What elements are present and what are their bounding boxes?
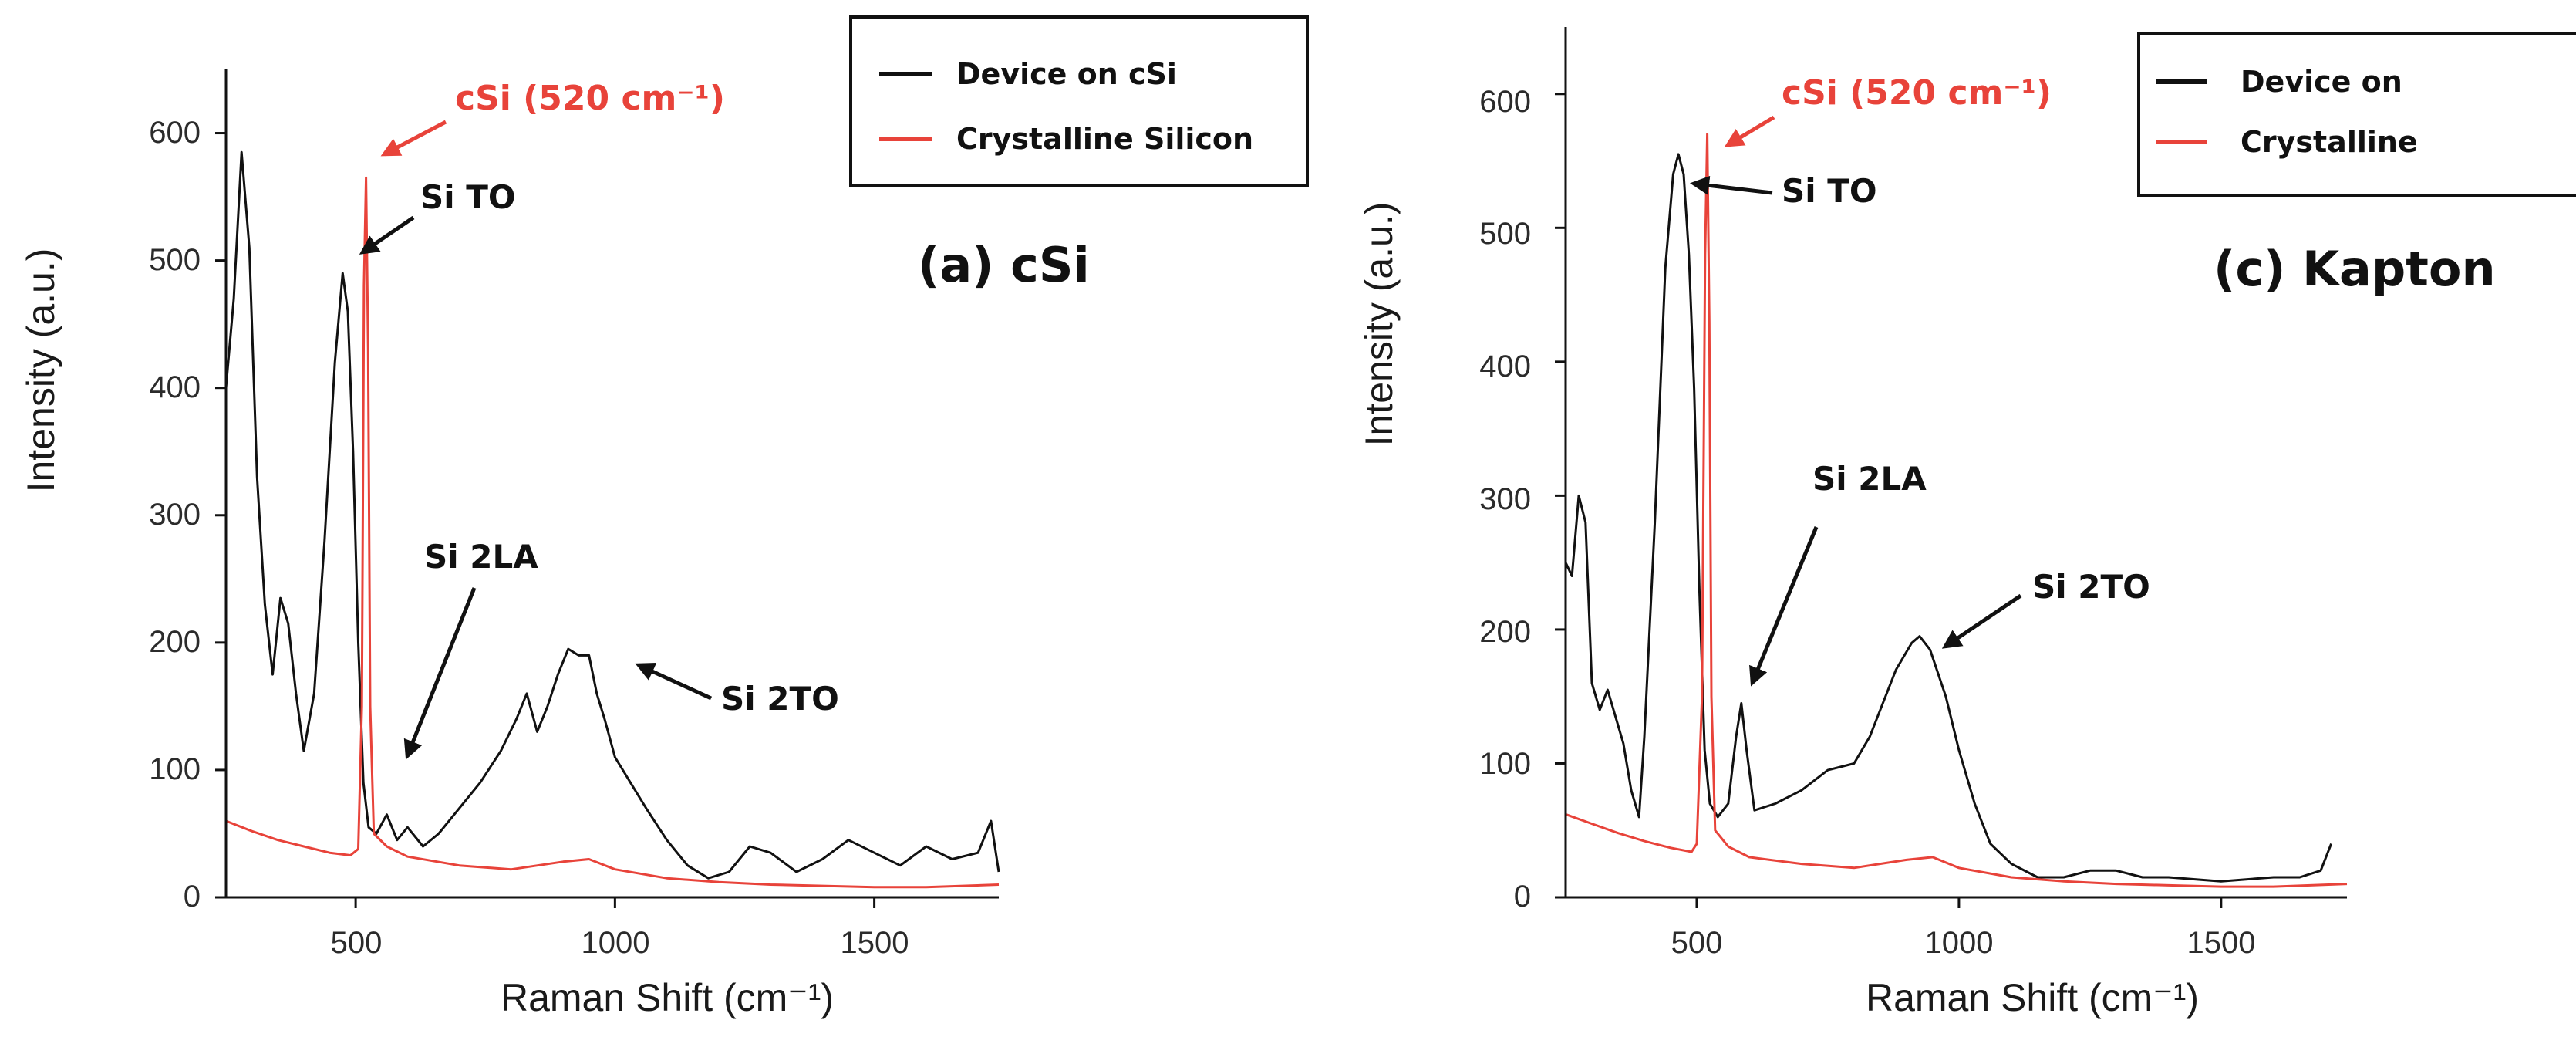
panel-a-series-line-device [224, 150, 1000, 880]
panel-c-annotation-si-2la: Si 2LA [1812, 460, 1927, 498]
panel-a-ytick-label: 0 [184, 880, 201, 914]
panel-a-annotation-si-2la: Si 2LA [424, 538, 538, 576]
panel-a-ylabel: Intensity (a.u.) [19, 248, 62, 493]
panel-a-annotation-csi: cSi (520 cm⁻¹) [455, 79, 725, 118]
panel-c-annotation-si-to: Si TO [1782, 172, 1877, 210]
panel-c-ticks [1555, 93, 2223, 908]
panel-a-ytick-label: 500 [149, 243, 201, 277]
panel-c-annotation-si-2to: Si 2TO [2032, 568, 2150, 606]
panel-c-annotation-csi: cSi (520 cm⁻¹) [1782, 73, 2052, 113]
panel-c-arrow-si-2to [1941, 593, 2022, 649]
panel-a-ytick-label: 100 [149, 752, 201, 786]
panel-c-ytick-label: 200 [1479, 615, 1531, 649]
panel-c-ytick-label: 100 [1479, 747, 1531, 781]
panel-a-xtick-label: 500 [331, 926, 383, 960]
panel-c-ytick-label: 300 [1479, 482, 1531, 516]
panel-c-xlabel: Raman Shift (cm⁻¹) [1866, 976, 2199, 1019]
panel-a-title: (a) cSi [918, 237, 1090, 293]
panel-c-ylabel: Intensity (a.u.) [1357, 202, 1401, 447]
panel-c-legend-label-device: Device on [2241, 65, 2402, 99]
panel-a-series-line-crystalline [225, 176, 1000, 889]
panel-a-xtick-label: 1000 [582, 926, 650, 960]
panel-a-ticks [215, 132, 876, 908]
panel-c-xtick-label: 500 [1671, 926, 1723, 960]
panel-a-arrow-si-2la [403, 587, 477, 760]
panel-a-arrow-csi [380, 120, 447, 157]
panel-c-series-line-device [1564, 153, 2332, 883]
panel-c-ytick-label: 0 [1514, 880, 1531, 914]
panel-a-xtick-label: 1500 [841, 926, 909, 960]
panel-c-legend-label-csi: Crystalline [2241, 125, 2418, 159]
panel-a-legend-label-device: Device on cSi [956, 57, 1177, 91]
panel-c-xtick-label: 1000 [1925, 926, 1994, 960]
panel-c-arrow-si-to [1690, 175, 1773, 195]
panel-a-annotation-si-2to: Si 2TO [721, 680, 839, 718]
panel-c-legend-box [2137, 32, 2576, 197]
panel-c-ytick-label: 500 [1479, 217, 1531, 251]
panel-a-ytick-label: 400 [149, 370, 201, 404]
panel-a-xlabel: Raman Shift (cm⁻¹) [501, 976, 834, 1019]
panel-a-legend-box [849, 15, 1309, 187]
panel-c-ytick-label: 400 [1479, 350, 1531, 383]
panel-a-annotation-si-to: Si TO [420, 178, 516, 216]
panel-c-arrow-csi [1724, 115, 1775, 147]
panel-c: Intensity (a.u.) Raman Shift (cm⁻¹) (c) … [1357, 27, 2576, 1019]
panel-a: Intensity (a.u.) Raman Shift (cm⁻¹) (a) … [19, 15, 1309, 1019]
panel-a-ytick-label: 200 [149, 625, 201, 659]
panel-a-legend: Device on cSi Crystalline Silicon [849, 15, 1309, 187]
panel-c-arrow-si-2la [1749, 526, 1819, 687]
panel-a-arrow-si-to [359, 215, 415, 255]
panel-a-series [224, 150, 1000, 889]
panel-c-series-line-crystalline [1565, 133, 2348, 888]
panel-c-xtick-label: 1500 [2187, 926, 2256, 960]
panel-a-ytick-label: 600 [149, 116, 201, 150]
panel-a-legend-label-csi: Crystalline Silicon [956, 122, 1253, 156]
panel-c-title: (c) Kapton [2214, 241, 2496, 297]
panel-c-series [1564, 133, 2348, 888]
panel-c-ytick-label: 600 [1479, 85, 1531, 119]
panel-a-arrow-si-2to [635, 662, 713, 701]
panel-c-legend: Device on Crystalline [2137, 32, 2576, 197]
panel-a-ytick-label: 300 [149, 498, 201, 532]
